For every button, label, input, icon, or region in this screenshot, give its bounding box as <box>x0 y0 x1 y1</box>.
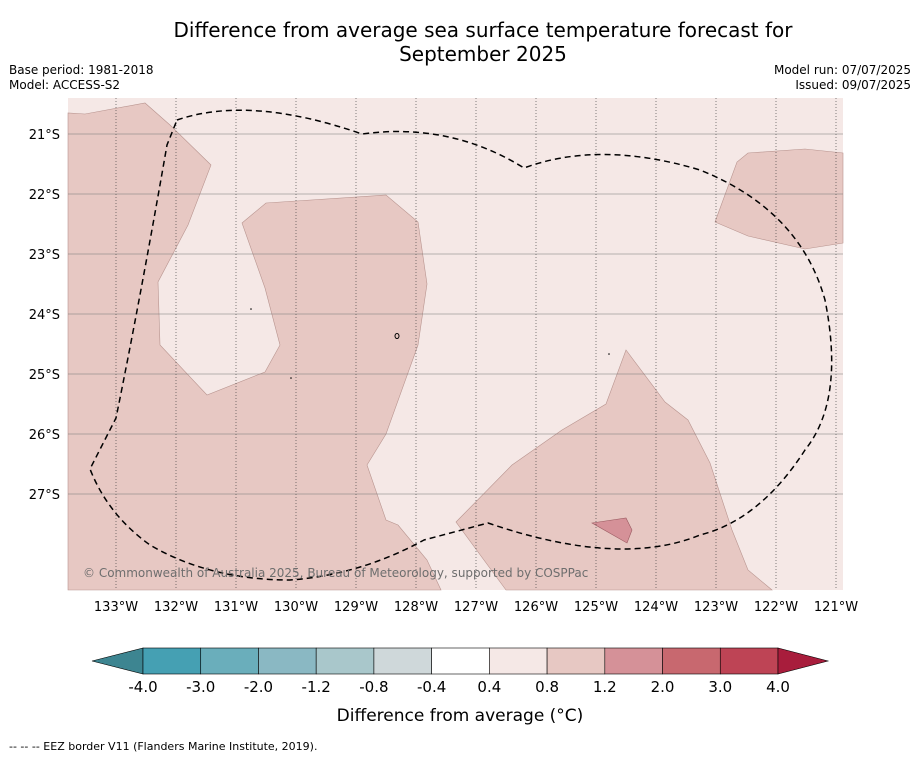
lat-label: 24°S <box>29 308 60 323</box>
colorbar-tick-label: -3.0 <box>186 678 215 696</box>
island-markers <box>250 308 610 379</box>
colorbar-tick-label: 1.2 <box>593 678 617 696</box>
lon-label: 133°W <box>94 600 138 615</box>
gridlines <box>115 98 837 590</box>
colorbar-segment <box>489 647 548 675</box>
lat-labels: 21°S 22°S 23°S 24°S 25°S 26°S 27°S <box>29 128 60 503</box>
colorbar-segment <box>200 647 259 675</box>
south-central-region <box>455 349 773 591</box>
colorbar-segment <box>604 647 663 675</box>
colorbar-tick-label: 2.0 <box>651 678 675 696</box>
anomaly-region-1p2 <box>591 517 633 544</box>
island-marker <box>290 377 292 379</box>
colorbar-title: Difference from average (°C) <box>337 706 584 726</box>
meta-right: Model run: 07/07/2025 Issued: 09/07/2025 <box>774 63 911 93</box>
island-marker <box>250 308 252 310</box>
colorbar-tick-label: -1.2 <box>302 678 331 696</box>
colorbar-tick-label: -4.0 <box>128 678 157 696</box>
colorbar-segment <box>373 647 432 675</box>
colorbar-tick-label: 0.4 <box>477 678 501 696</box>
lon-label: 126°W <box>514 600 558 615</box>
meta-left: Base period: 1981-2018 Model: ACCESS-S2 <box>9 63 154 93</box>
west-region <box>67 102 442 591</box>
colorbar-tick-labels: -4.0 -3.0 -2.0 -1.2 -0.8 -0.4 0.4 0.8 1.2 2.0 3.0 4… <box>128 678 790 696</box>
colorbar-tick-label: 4.0 <box>766 678 790 696</box>
colorbar-tick-label: -2.0 <box>244 678 273 696</box>
lat-label: 25°S <box>29 368 60 383</box>
colorbar-over-arrow <box>777 647 830 675</box>
lon-label: 123°W <box>694 600 738 615</box>
colorbar-tick-label: 0.8 <box>535 678 559 696</box>
lon-labels: 133°W 132°W 131°W 130°W 129°W 128°W 127°… <box>94 600 858 615</box>
model-run: Model run: 07/07/2025 <box>773 63 911 77</box>
lat-gridlines <box>68 133 843 495</box>
colorbar-under-arrow <box>91 647 144 675</box>
lat-label: 22°S <box>29 188 60 203</box>
lon-label: 128°W <box>394 600 438 615</box>
lon-label: 121°W <box>814 600 858 615</box>
title-line-2: September 2025 <box>399 42 567 66</box>
colorbar-segment <box>662 647 721 675</box>
lon-label: 124°W <box>634 600 678 615</box>
lon-label: 129°W <box>334 600 378 615</box>
title-line-1: Difference from average sea surface temp… <box>173 18 793 42</box>
colorbar: -4.0 -3.0 -2.0 -1.2 -0.8 -0.4 0.4 0.8 1.2 2.0 3.0 4… <box>91 647 830 726</box>
lon-label: 127°W <box>454 600 498 615</box>
colorbar-segment <box>258 647 317 675</box>
lat-label: 21°S <box>29 128 60 143</box>
anomaly-regions-0p8 <box>67 102 844 591</box>
colorbar-tick-label: 3.0 <box>708 678 732 696</box>
colorbar-segment <box>719 647 779 675</box>
lon-label: 131°W <box>214 600 258 615</box>
colorbar-segment <box>546 647 606 675</box>
colorbar-tick-label: -0.8 <box>359 678 388 696</box>
colorbar-segment <box>315 647 375 675</box>
colorbar-segments <box>142 647 779 675</box>
lon-label: 130°W <box>274 600 318 615</box>
lon-label: 132°W <box>154 600 198 615</box>
lat-label: 23°S <box>29 248 60 263</box>
lon-label: 125°W <box>574 600 618 615</box>
eez-border <box>89 109 833 581</box>
eez-footnote: -- -- -- EEZ border V11 (Flanders Marine… <box>9 740 318 753</box>
base-period: Base period: 1981-2018 <box>9 63 154 77</box>
island-marker <box>608 353 610 355</box>
colorbar-tick-label: -0.4 <box>417 678 446 696</box>
colorbar-segment <box>142 647 202 675</box>
lat-label: 27°S <box>29 488 60 503</box>
island-marker <box>394 333 400 339</box>
northeast-region <box>714 148 844 250</box>
model-name: Model: ACCESS-S2 <box>9 78 121 92</box>
copyright-text: © Commonwealth of Australia 2025, Bureau… <box>83 566 588 580</box>
lat-label: 26°S <box>29 428 60 443</box>
lon-label: 122°W <box>754 600 798 615</box>
issued-date: Issued: 09/07/2025 <box>795 78 911 92</box>
map-title: Difference from average sea surface temp… <box>0 18 919 66</box>
colorbar-segment <box>431 647 490 675</box>
